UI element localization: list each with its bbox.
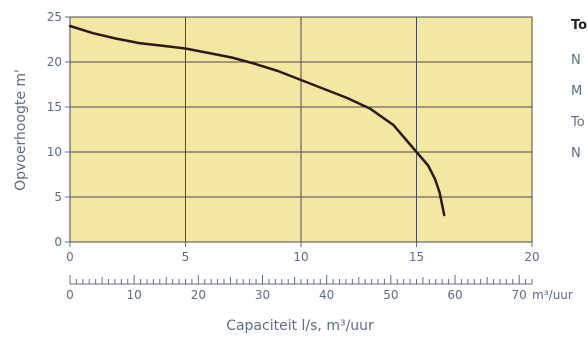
y-tick-label: 20 [47,55,62,69]
secondary-unit-label: m³/uur [532,288,573,302]
y-axis-title: Opvoerhoogte m' [13,69,29,191]
secondary-x-axis: 0 10 20 30 40 50 60 70 m³/uur [66,275,573,302]
legend-line-text: M [571,84,582,99]
legend-line-text: N [571,146,581,161]
grid [69,16,533,243]
y-tick-label: 25 [47,10,62,24]
legend-partial: To N M To N [570,18,587,161]
y-axis: 0 5 10 15 20 25 [47,10,70,249]
secondary-tick-label: 10 [127,288,142,302]
y-tick-label: 10 [47,145,62,159]
y-tick-label: 0 [54,235,62,249]
secondary-tick-label: 30 [255,288,270,302]
x-tick-label: 5 [182,250,190,264]
secondary-tick-label: 20 [191,288,206,302]
pump-curve-line [68,24,446,217]
x-axis: 0 5 10 15 20 [66,242,540,264]
y-tick-label: 5 [54,190,62,204]
x-axis-title: Capaciteit l/s, m³/uur [226,318,374,334]
legend-line-text: N [571,53,581,68]
secondary-tick-label: 50 [383,288,398,302]
legend-line-text: To [570,115,585,130]
y-tick-label: 15 [47,100,62,114]
secondary-tick-label: 0 [66,288,74,302]
x-tick-label: 20 [524,250,539,264]
secondary-tick-label: 40 [319,288,334,302]
x-tick-label: 0 [66,250,74,264]
legend-heading: To [571,18,587,33]
x-tick-label: 15 [409,250,424,264]
secondary-tick-label: 70 [512,288,527,302]
x-tick-label: 10 [293,250,308,264]
secondary-tick-label: 60 [447,288,462,302]
